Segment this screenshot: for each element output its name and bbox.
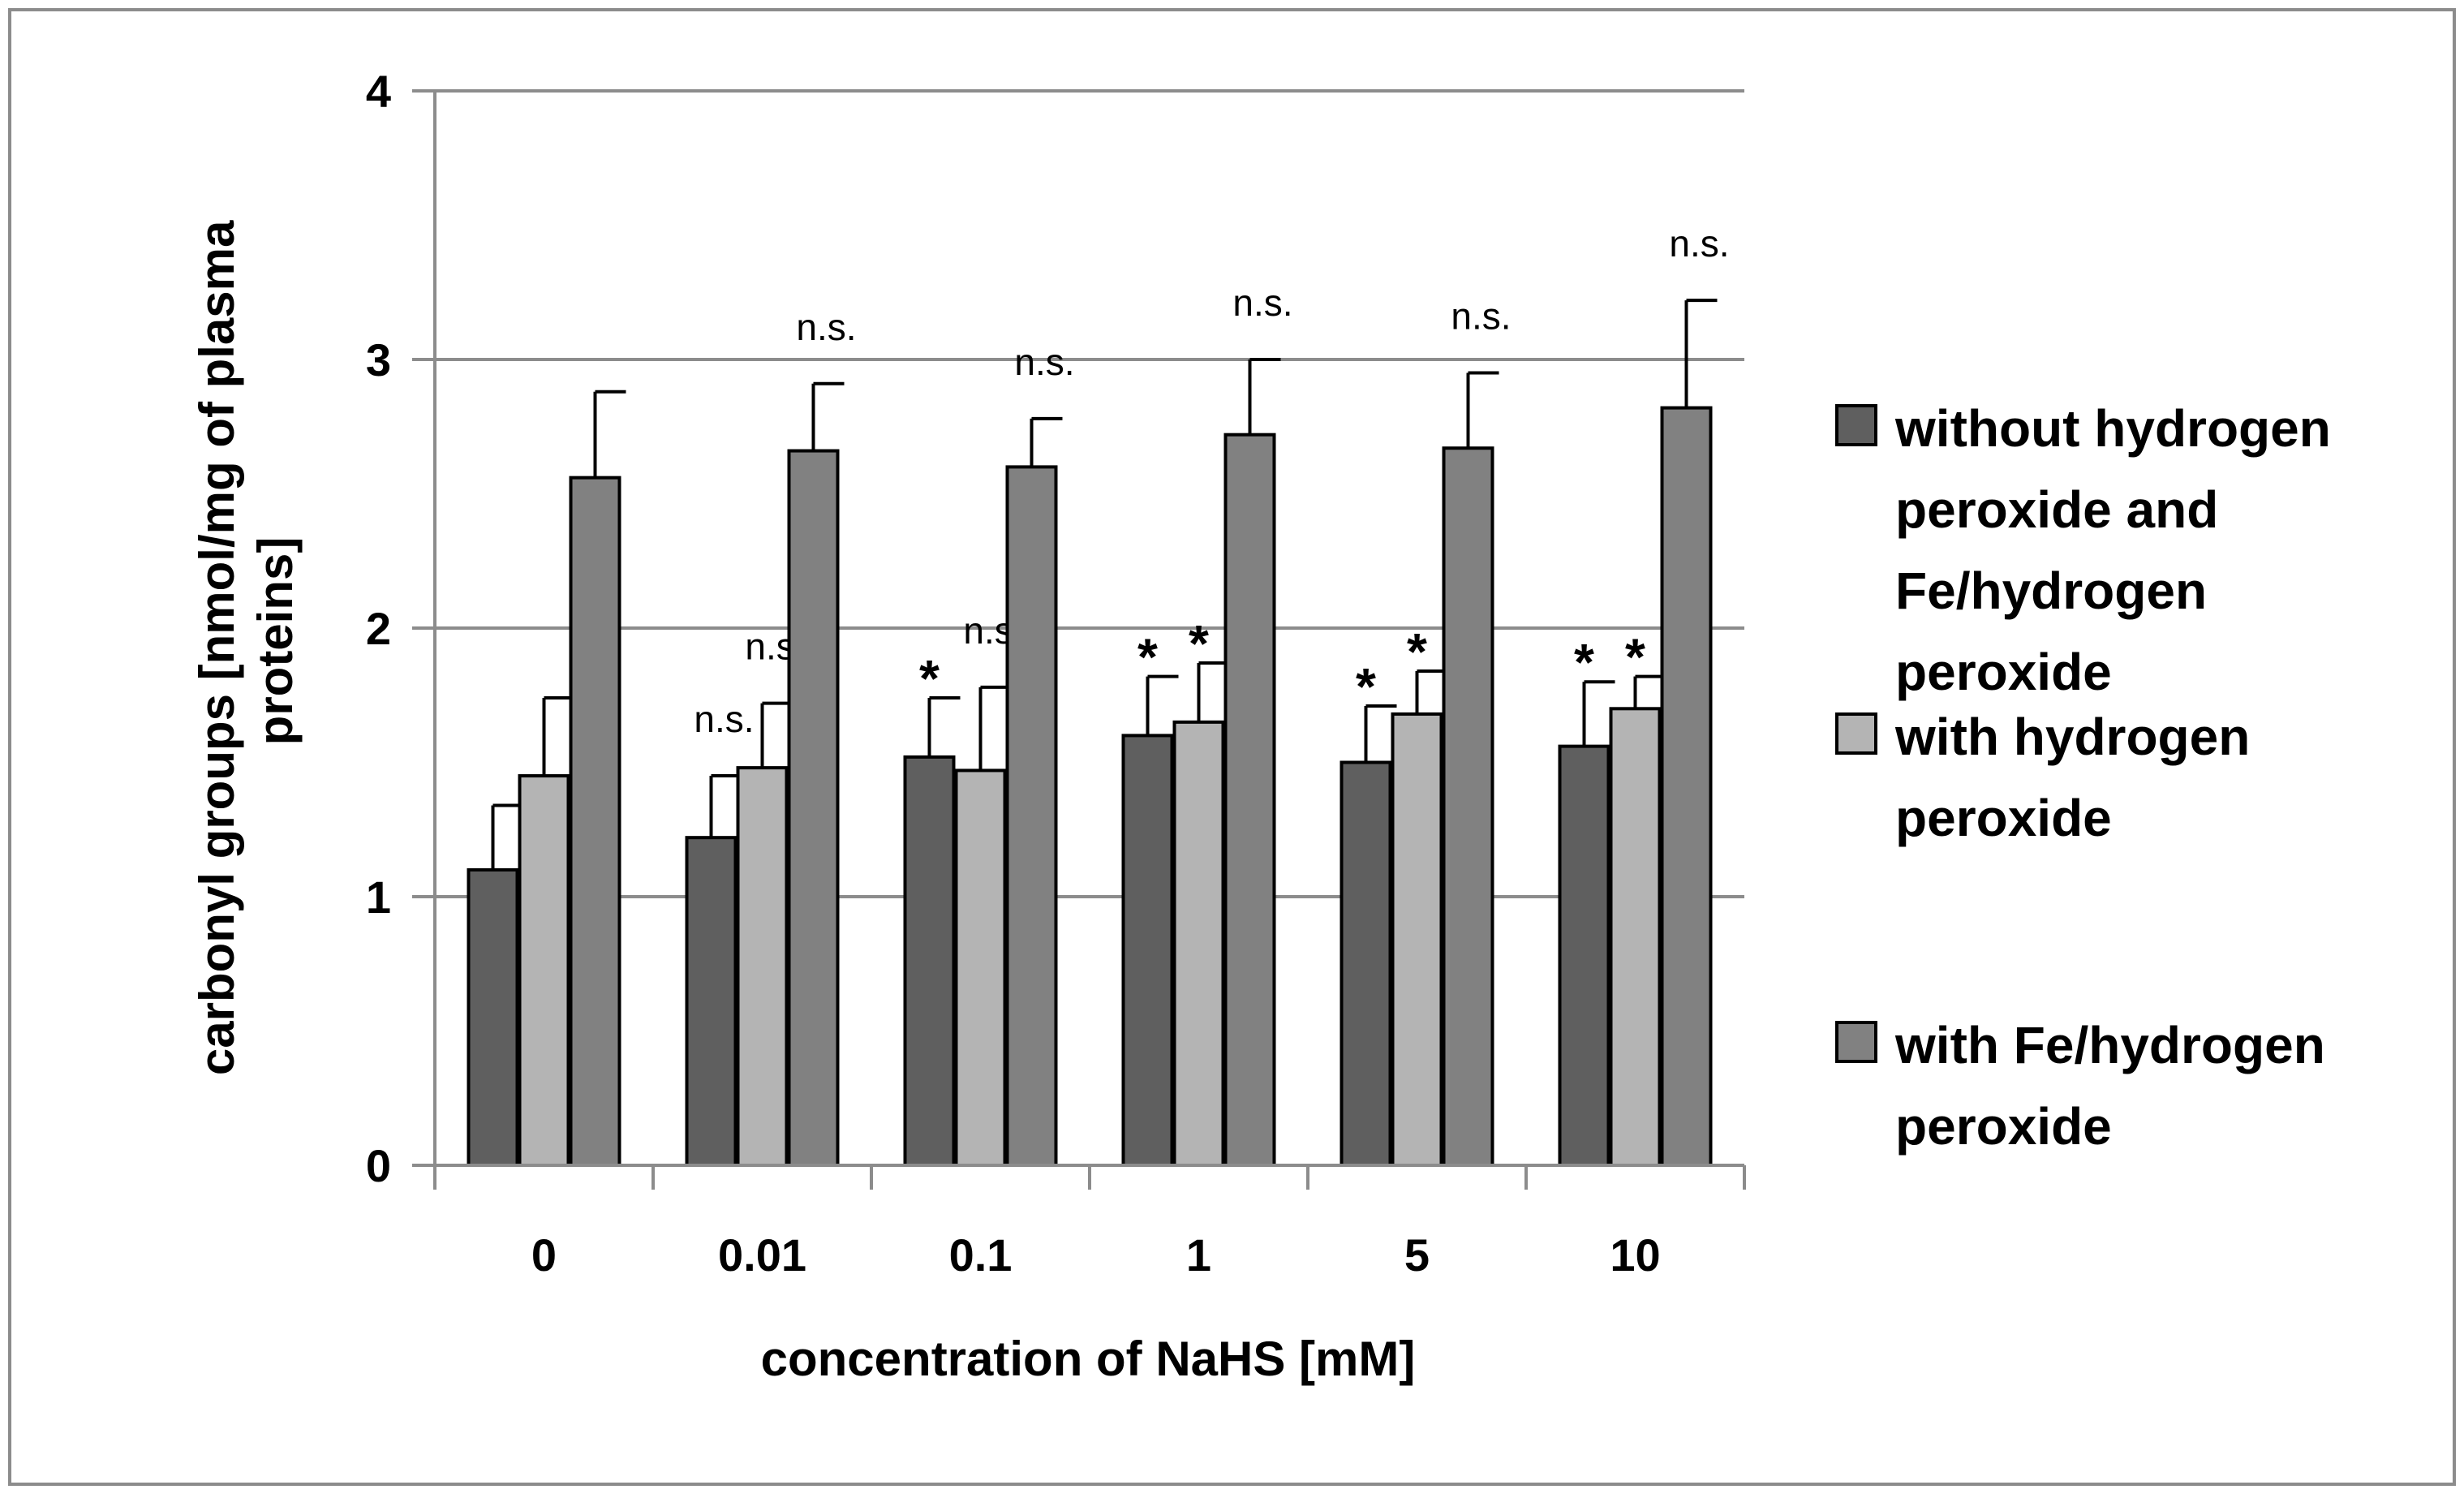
y-axis-title: carbonyl groups [nmol/mg of plasma prote… xyxy=(190,207,303,1075)
bars: n.s.* ** *n.s. n.s. * * *n.s.n.s.n.s. n.s.n.s. xyxy=(467,222,1730,1168)
legend-swatch-0 xyxy=(1835,404,1877,446)
x-tick-label: 1 xyxy=(1186,1229,1211,1281)
x-axis-title: concentration of NaHS [mM] xyxy=(761,1332,1416,1386)
y-tick-label: 4 xyxy=(366,66,391,117)
x-tick-label: 0.1 xyxy=(949,1229,1013,1281)
legend-label-0: without hydrogen xyxy=(1894,399,2331,458)
significance-ns: n.s. xyxy=(694,698,754,740)
bar-s0-c1 xyxy=(685,836,737,1168)
bar-s0-c5 xyxy=(1558,744,1610,1167)
bar-s2-c4 xyxy=(1442,446,1494,1167)
legend-label-2: with Fe/hydrogen xyxy=(1894,1016,2325,1074)
bar-s1-c0 xyxy=(518,774,570,1167)
bar-s0-c0 xyxy=(467,867,519,1168)
axes: 0 1 2 3 4 0 0.01 0.1 1 5 10 xyxy=(366,66,1746,1281)
legend-swatch-1 xyxy=(1835,712,1877,755)
significance-star: * xyxy=(1137,628,1158,687)
x-tick-label: 0 xyxy=(531,1229,557,1281)
bar-s1-c3 xyxy=(1172,720,1225,1167)
bar-s1-c1 xyxy=(736,766,789,1167)
y-tick-label: 0 xyxy=(366,1140,391,1191)
significance-star: * xyxy=(919,649,940,708)
y-tick-label: 2 xyxy=(366,603,391,654)
significance-star: * xyxy=(1407,622,1427,681)
significance-ns: n.s. xyxy=(1232,282,1292,324)
bar-s2-c2 xyxy=(1005,465,1058,1167)
bar-s2-c5 xyxy=(1660,406,1713,1167)
bar-s1-c4 xyxy=(1391,712,1443,1167)
legend-label-1: with hydrogen xyxy=(1894,708,2250,766)
significance-ns: n.s. xyxy=(1451,295,1511,338)
legend-label-2: peroxide xyxy=(1895,1097,2112,1156)
bar-s0-c4 xyxy=(1340,760,1392,1167)
y-axis-title-line-2: proteins] xyxy=(248,537,303,746)
bar-s1-c2 xyxy=(954,768,1007,1167)
significance-star: * xyxy=(1356,657,1376,716)
x-tick-label: 10 xyxy=(1610,1229,1660,1281)
legend-label-0: peroxide and xyxy=(1895,480,2218,539)
legend-label-1: peroxide xyxy=(1895,789,2112,847)
bar-s2-c1 xyxy=(787,449,840,1167)
legend: without hydrogen peroxide and Fe/hydrogen p… xyxy=(1835,399,2331,1156)
significance-ns: n.s. xyxy=(1669,222,1729,265)
legend-swatch-2 xyxy=(1835,1021,1877,1063)
significance-ns: n.s. xyxy=(796,306,856,348)
x-tick-label: 5 xyxy=(1404,1229,1430,1281)
bar-s0-c3 xyxy=(1121,734,1174,1167)
significance-star: * xyxy=(1189,614,1209,673)
bar-s1-c5 xyxy=(1609,707,1662,1167)
significance-star: * xyxy=(1574,633,1594,691)
y-tick-label: 3 xyxy=(366,334,391,385)
legend-label-0: Fe/hydrogen xyxy=(1895,562,2207,620)
significance-star: * xyxy=(1625,628,1645,687)
gridlines xyxy=(435,89,1744,898)
labels: concentration of NaHS [mM] carbonyl grou… xyxy=(190,207,1416,1386)
x-tick-label: 0.01 xyxy=(718,1229,806,1281)
bar-s0-c2 xyxy=(903,755,956,1167)
y-axis-title-line-1: carbonyl groups [nmol/mg of plasma xyxy=(190,220,244,1075)
bar-s2-c0 xyxy=(569,476,621,1167)
legend-label-0: peroxide xyxy=(1895,643,2112,701)
bar-s2-c3 xyxy=(1223,433,1276,1167)
y-tick-label: 1 xyxy=(366,872,391,923)
significance-ns: n.s. xyxy=(1014,341,1074,383)
